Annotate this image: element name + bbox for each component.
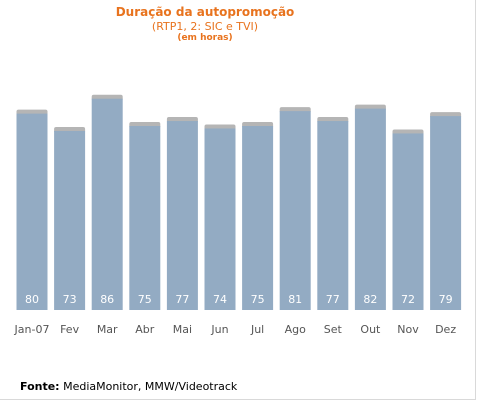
bar-value-label: 77 xyxy=(326,293,340,306)
bar xyxy=(166,121,198,310)
bar-group: 75 Abr xyxy=(129,122,161,336)
x-tick-label: Jan-07 xyxy=(14,323,50,336)
source-label: Fonte: xyxy=(20,380,60,393)
chart-title: Duração da autopromoção xyxy=(115,5,295,19)
bar xyxy=(54,130,86,310)
x-tick-label: Abr xyxy=(135,323,155,336)
x-tick-label: Jun xyxy=(210,323,228,336)
bar-value-label: 75 xyxy=(138,293,152,306)
x-tick-label: Set xyxy=(324,323,343,336)
bar-group: 74 Jun xyxy=(204,124,236,336)
bar-value-label: 86 xyxy=(100,293,114,306)
source-note: Fonte: MediaMonitor, MMW/Videotrack xyxy=(20,380,237,393)
bar-group: 77 Mai xyxy=(166,117,198,336)
bar-group: 77 Set xyxy=(317,117,349,336)
bar xyxy=(392,133,424,310)
source-text: MediaMonitor, MMW/Videotrack xyxy=(63,380,238,393)
bar-value-label: 75 xyxy=(251,293,265,306)
bar-group: 86 Mar xyxy=(91,94,123,336)
x-tick-label: Ago xyxy=(285,323,307,336)
bar xyxy=(91,98,123,310)
bar-group: 80 Jan-07 xyxy=(14,109,50,336)
bar-value-label: 81 xyxy=(288,293,302,306)
x-tick-label: Mar xyxy=(97,323,118,336)
chart-subtitle: (RTP1, 2: SIC e TVI) xyxy=(151,20,259,33)
chart-unit-label: (em horas) xyxy=(177,33,233,43)
bar-group: 79 Dez xyxy=(430,112,462,336)
bar xyxy=(279,111,311,311)
bar xyxy=(16,113,48,310)
bar-value-label: 80 xyxy=(25,293,39,306)
bar xyxy=(129,126,161,310)
bar xyxy=(430,116,462,310)
bar-value-label: 79 xyxy=(439,293,453,306)
bar xyxy=(204,128,236,310)
bar xyxy=(242,126,274,310)
bar-value-label: 73 xyxy=(63,293,77,306)
bar-value-label: 77 xyxy=(175,293,189,306)
bar xyxy=(317,121,349,310)
bar-group: 75 Jul xyxy=(242,122,274,336)
x-tick-label: Fev xyxy=(60,323,79,336)
bar-group: 82 Out xyxy=(354,104,386,336)
x-tick-label: Mai xyxy=(173,323,192,336)
bar-value-label: 72 xyxy=(401,293,415,306)
bar-value-label: 82 xyxy=(363,293,377,306)
x-tick-label: Dez xyxy=(435,323,456,336)
bar-value-label: 74 xyxy=(213,293,227,306)
bar-group: 72 Nov xyxy=(392,129,424,336)
x-tick-label: Nov xyxy=(397,323,419,336)
bar xyxy=(354,108,386,310)
bar-group: 73 Fev xyxy=(54,126,86,336)
x-tick-label: Jul xyxy=(250,323,264,336)
bar-chart: 80 Jan-07 73 Fev 86 Mar 75 Abr 77 Mai 74 Jun 75 Jul 81… xyxy=(14,94,462,336)
bar-group: 81 Ago xyxy=(279,107,311,336)
x-tick-label: Out xyxy=(360,323,381,336)
